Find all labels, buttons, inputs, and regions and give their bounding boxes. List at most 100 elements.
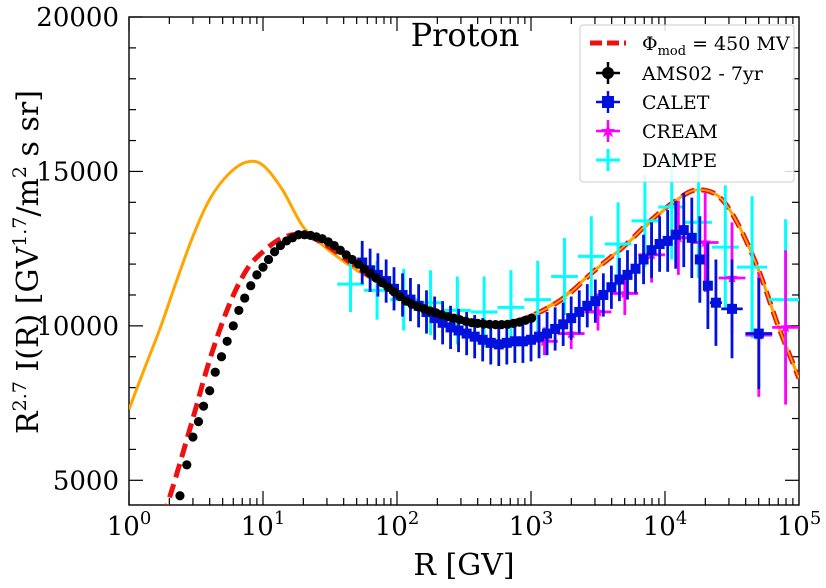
x-tick-label-base: 10 — [777, 512, 810, 542]
y-tick-label: 10000 — [36, 312, 119, 342]
x-tick-label-exp: 1 — [274, 508, 285, 529]
calet-point — [694, 254, 705, 265]
data-points — [175, 154, 799, 501]
cream-point — [619, 287, 631, 299]
x-tick-label: 104 — [643, 508, 688, 542]
calet-point — [453, 325, 464, 336]
calet-point — [654, 239, 665, 250]
ams02-7yr-point — [263, 254, 274, 265]
calet-point — [590, 296, 601, 307]
calet-point — [727, 303, 738, 314]
y-axis-title-gv-exp: 1.7 — [9, 217, 31, 247]
calet-point — [753, 328, 764, 339]
calet-point — [686, 232, 697, 243]
x-tick-label-base: 10 — [643, 512, 676, 542]
legend-label-phi: Φ — [642, 33, 658, 55]
legend-label-cream: CREAM — [642, 121, 718, 143]
y-axis-title-sr: s sr] — [11, 90, 46, 166]
calet-point — [638, 254, 649, 265]
x-tick-label-exp: 2 — [408, 508, 419, 529]
ams02-7yr-point — [222, 336, 232, 346]
calet-point — [630, 263, 641, 274]
calet-point — [582, 300, 593, 311]
calet-point — [574, 306, 585, 317]
ams02-7yr-point — [205, 386, 215, 396]
legend-label-ams02: AMS02 - 7yr — [641, 63, 764, 85]
axis-ticks — [128, 16, 799, 505]
calet-point — [710, 297, 721, 308]
calet-point — [485, 337, 496, 348]
ams02-7yr-point — [182, 460, 192, 470]
ams02-7yr-point — [228, 321, 238, 331]
calet-point — [550, 323, 561, 334]
ams02-7yr-point — [240, 293, 250, 303]
calet-point — [678, 225, 689, 236]
x-tick-label-exp: 0 — [140, 508, 151, 529]
ams02-7yr-point — [210, 367, 220, 377]
ams02-7yr-point — [234, 305, 244, 316]
ams02-7yr-point — [395, 291, 405, 302]
x-tick-label-base: 10 — [509, 512, 542, 542]
ams02-7yr-point — [188, 432, 198, 442]
y-axis-title: R2.7 I(R) [GV1.7/m2 s sr] — [9, 90, 46, 434]
calet-point — [646, 245, 657, 256]
calet-point — [501, 337, 512, 348]
legend-label-phi-sub: mod — [658, 44, 686, 59]
x-tick-label-base: 10 — [107, 512, 140, 542]
legend-swatch-calet-marker — [602, 96, 614, 108]
y-axis-title-m-exp: 2 — [9, 166, 31, 178]
calet-point — [606, 282, 617, 293]
legend-label-phi-value: = 450 MV — [686, 33, 790, 55]
calet-point — [477, 334, 488, 345]
legend: Φmod = 450 MV AMS02 - 7yr CALET CREAM DA… — [579, 24, 795, 183]
calet-point — [445, 322, 456, 333]
x-tick-label-base: 10 — [375, 512, 408, 542]
legend-label-dampe: DAMPE — [642, 150, 717, 172]
x-tick-label-exp: 4 — [676, 508, 687, 529]
x-tick-label-exp: 5 — [810, 508, 821, 529]
y-tick-label: 15000 — [36, 157, 119, 187]
y-tick-label: 20000 — [36, 3, 119, 33]
calet-point — [461, 328, 472, 339]
calet-point — [429, 313, 440, 324]
calet-point — [509, 336, 520, 347]
ams02-7yr-point — [252, 270, 262, 280]
cream-point — [538, 335, 551, 347]
calet-point — [614, 274, 625, 285]
ams02-7yr-point — [198, 401, 209, 411]
x-tick-label: 105 — [777, 508, 822, 542]
x-tick-label: 101 — [241, 508, 286, 542]
ams02-7yr-point — [216, 352, 227, 362]
y-tick-label: 5000 — [53, 466, 119, 496]
ams02-7yr-point — [193, 417, 204, 427]
y-axis-title-per: /m — [11, 178, 46, 217]
ams02-7yr-point — [269, 247, 280, 257]
calet-point — [437, 317, 448, 328]
calet-point — [702, 280, 713, 291]
legend-box — [579, 24, 795, 183]
calet-point — [517, 336, 528, 347]
calet-point — [598, 289, 609, 300]
y-axis-title-i: I(R) [GV — [11, 246, 46, 382]
cream-point — [779, 321, 792, 333]
calet-point — [558, 319, 569, 330]
legend-label-calet: CALET — [642, 92, 710, 114]
calet-point — [566, 313, 577, 324]
x-tick-label: 100 — [107, 508, 152, 542]
calet-point — [662, 235, 673, 246]
calet-point — [526, 334, 536, 345]
y-axis-title-r-exp: 2.7 — [9, 381, 31, 411]
legend-label-model: Φmod = 450 MV — [642, 33, 790, 59]
calet-point — [493, 339, 504, 350]
ams02-7yr-point — [258, 262, 268, 272]
x-tick-label-base: 10 — [241, 512, 274, 542]
ams02-7yr-point — [526, 313, 537, 323]
ams02-7yr-point — [246, 281, 256, 291]
cream-point — [699, 236, 711, 248]
calet-point — [670, 229, 681, 240]
x-tick-label-exp: 3 — [542, 508, 553, 529]
legend-swatch-ams02-marker — [602, 67, 614, 79]
cream-point — [592, 306, 604, 317]
x-axis-title: R [GV] — [413, 548, 514, 583]
